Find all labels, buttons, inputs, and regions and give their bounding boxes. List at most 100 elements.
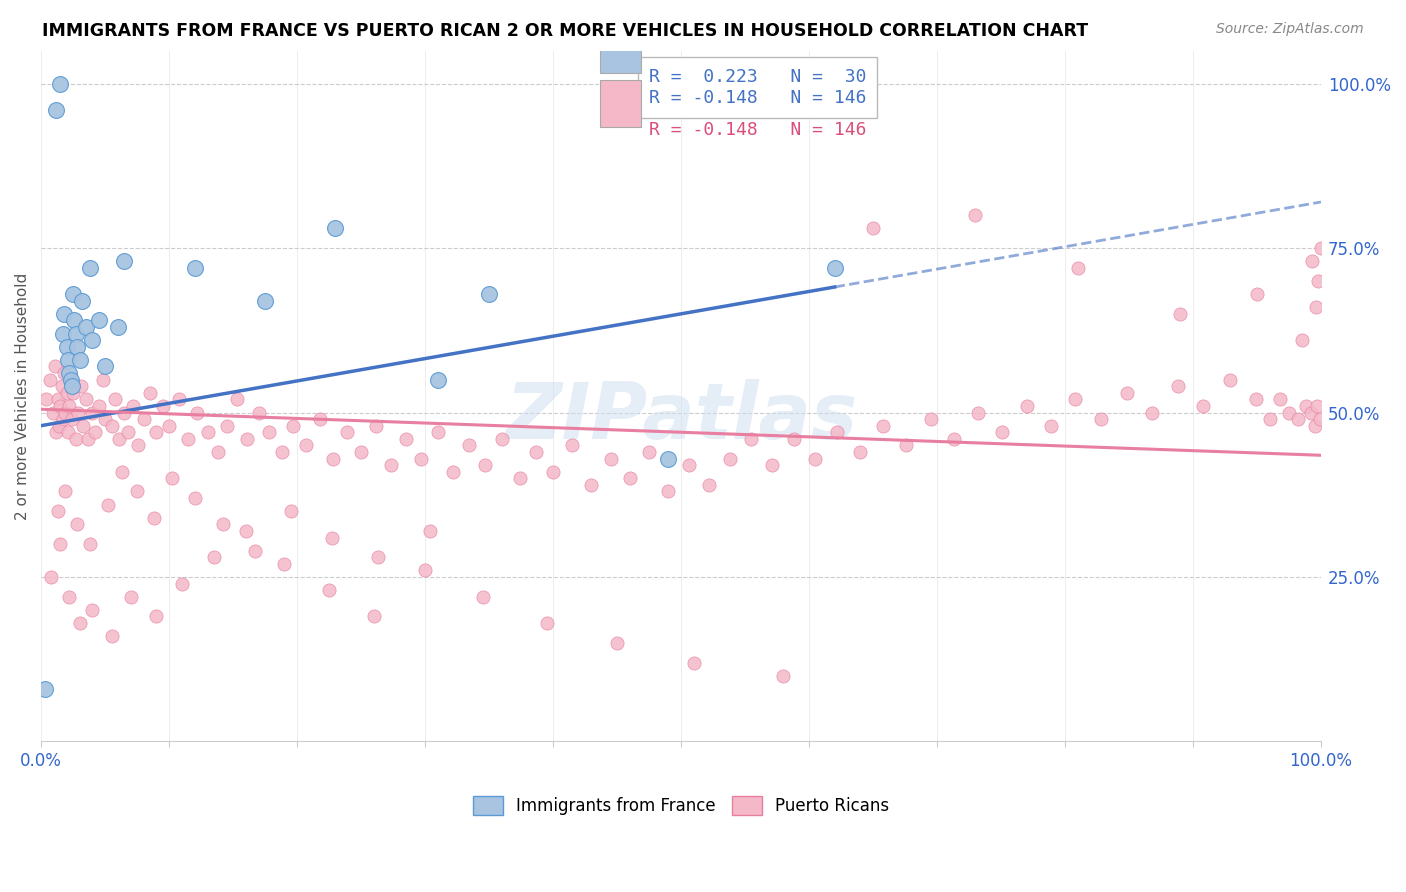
Point bbox=[474, 458, 496, 472]
Point bbox=[457, 438, 479, 452]
Point bbox=[46, 504, 69, 518]
Point bbox=[91, 373, 114, 387]
Point bbox=[58, 590, 80, 604]
Point bbox=[1309, 412, 1331, 426]
Point bbox=[59, 373, 82, 387]
Point bbox=[581, 478, 603, 492]
FancyBboxPatch shape bbox=[600, 26, 641, 73]
Point bbox=[1291, 333, 1313, 347]
Point bbox=[718, 451, 741, 466]
Point bbox=[107, 320, 129, 334]
Point bbox=[97, 498, 120, 512]
Point bbox=[441, 465, 464, 479]
Point bbox=[862, 221, 884, 235]
Point bbox=[94, 412, 117, 426]
Point bbox=[215, 418, 238, 433]
Point bbox=[318, 583, 340, 598]
Point bbox=[139, 385, 162, 400]
FancyBboxPatch shape bbox=[600, 79, 641, 127]
Point bbox=[247, 405, 270, 419]
Point bbox=[170, 576, 193, 591]
Text: ZIPatlas: ZIPatlas bbox=[505, 379, 858, 455]
Point bbox=[152, 399, 174, 413]
Text: Source: ZipAtlas.com: Source: ZipAtlas.com bbox=[1216, 22, 1364, 37]
Point bbox=[83, 425, 105, 440]
Point bbox=[132, 412, 155, 426]
Point bbox=[1040, 418, 1063, 433]
Point bbox=[160, 471, 183, 485]
Point bbox=[1286, 412, 1309, 426]
Point bbox=[104, 392, 127, 407]
Point bbox=[350, 445, 373, 459]
Point bbox=[1167, 379, 1189, 393]
Point bbox=[112, 405, 135, 419]
Point bbox=[363, 609, 385, 624]
Point bbox=[967, 405, 990, 419]
Point bbox=[82, 405, 104, 419]
Point bbox=[683, 656, 706, 670]
Point bbox=[1219, 373, 1241, 387]
Point bbox=[471, 590, 494, 604]
Point bbox=[426, 425, 449, 440]
Point bbox=[56, 425, 79, 440]
Point bbox=[270, 445, 292, 459]
Point bbox=[56, 352, 79, 367]
Point bbox=[53, 307, 76, 321]
Point bbox=[46, 392, 69, 407]
Point bbox=[183, 491, 205, 505]
Point bbox=[478, 287, 501, 301]
Point bbox=[491, 432, 513, 446]
Point bbox=[1301, 254, 1323, 268]
Point bbox=[395, 432, 418, 446]
Point bbox=[619, 471, 641, 485]
Point bbox=[920, 412, 942, 426]
Point bbox=[35, 392, 58, 407]
Point bbox=[183, 260, 205, 275]
Point bbox=[965, 208, 987, 222]
Point bbox=[380, 458, 402, 472]
Point bbox=[58, 399, 80, 413]
Point bbox=[72, 418, 94, 433]
Point bbox=[236, 432, 259, 446]
Point bbox=[127, 438, 149, 452]
Point bbox=[55, 340, 77, 354]
Point bbox=[849, 445, 872, 459]
Point bbox=[117, 425, 139, 440]
Point bbox=[197, 425, 219, 440]
Point bbox=[49, 537, 72, 551]
Point bbox=[69, 615, 91, 630]
Point bbox=[45, 103, 67, 117]
Point bbox=[1299, 405, 1322, 419]
Point bbox=[322, 451, 344, 466]
Point bbox=[186, 405, 208, 419]
Text: R =  0.223   N =  30
R = -0.148   N = 146: R = 0.223 N = 30 R = -0.148 N = 146 bbox=[650, 68, 866, 107]
Point bbox=[419, 524, 441, 538]
Point bbox=[761, 458, 783, 472]
Point bbox=[75, 392, 97, 407]
Point bbox=[111, 465, 134, 479]
Point bbox=[142, 510, 165, 524]
Point bbox=[697, 478, 720, 492]
Point bbox=[1306, 399, 1329, 413]
Point bbox=[49, 77, 72, 91]
Point bbox=[177, 432, 200, 446]
Point bbox=[62, 385, 84, 400]
Point bbox=[79, 537, 101, 551]
Point bbox=[112, 254, 135, 268]
Point bbox=[79, 260, 101, 275]
Point bbox=[235, 524, 257, 538]
Point bbox=[94, 359, 117, 374]
Point bbox=[336, 425, 359, 440]
Point bbox=[58, 366, 80, 380]
Point bbox=[60, 412, 83, 426]
Point bbox=[66, 340, 89, 354]
Point bbox=[52, 326, 75, 341]
Point bbox=[87, 399, 110, 413]
Point bbox=[48, 418, 70, 433]
Point bbox=[87, 313, 110, 327]
Point bbox=[1310, 241, 1333, 255]
Point bbox=[1278, 405, 1301, 419]
Point bbox=[825, 425, 848, 440]
Point bbox=[100, 629, 122, 643]
Point bbox=[67, 405, 90, 419]
